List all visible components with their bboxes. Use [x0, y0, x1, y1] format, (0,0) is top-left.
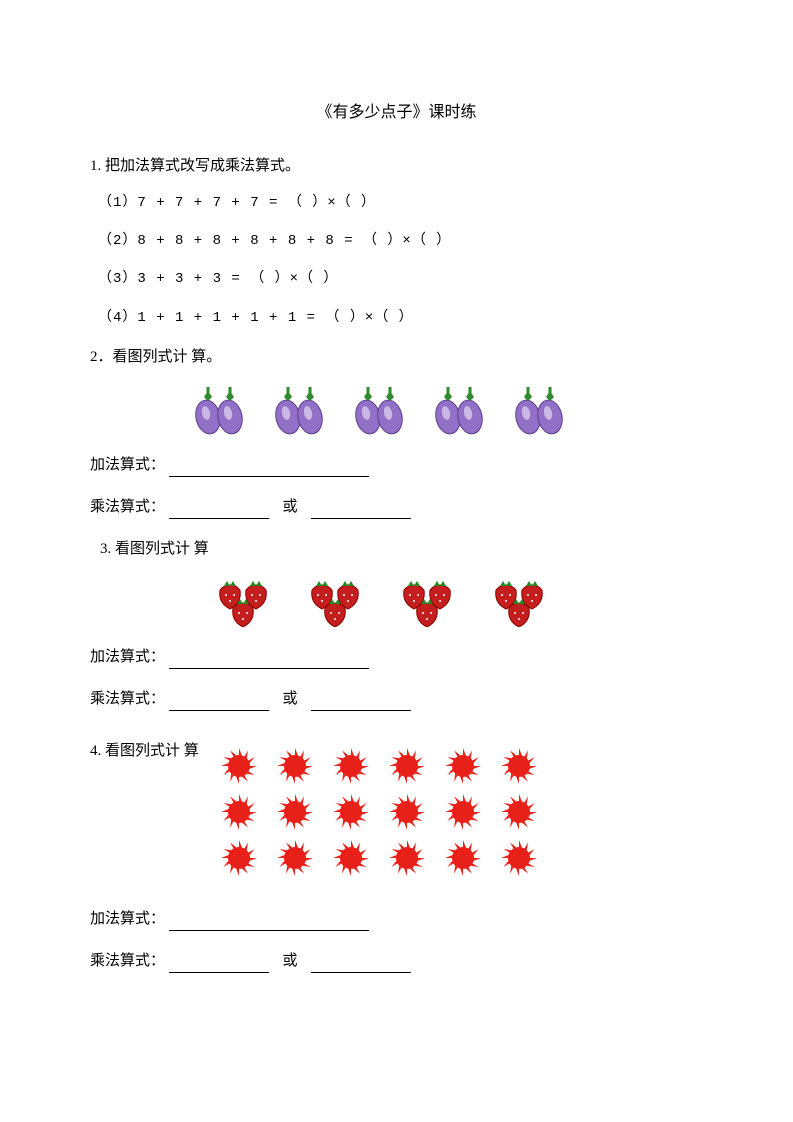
question-1: 1. 把加法算式改写成乘法算式。 （1）7 + 7 + 7 + 7 = （ ）×…: [90, 154, 703, 330]
sun-icon: [388, 747, 426, 785]
sun-icon: [388, 793, 426, 831]
question-4: 4. 看图列式计 算 加法算式： 乘法算式：: [90, 731, 703, 973]
sun-icon: [500, 793, 538, 831]
question-3: 3. 看图列式计 算: [90, 537, 703, 711]
q4-heading: 4. 看图列式计 算: [90, 739, 210, 763]
eggplant-pair-icon: [350, 383, 410, 435]
q1-heading: 1. 把加法算式改写成乘法算式。: [90, 154, 703, 178]
sun-icon: [444, 839, 482, 877]
strawberry-group-icon: [210, 575, 278, 627]
eggplant-pair-icon: [190, 383, 250, 435]
sun-icon: [220, 793, 258, 831]
sun-icon: [500, 747, 538, 785]
addition-label: 加法算式：: [90, 457, 165, 473]
eggplant-row: [190, 383, 703, 435]
q4-mult-line: 乘法算式： 或: [90, 949, 703, 973]
sun-icon: [444, 747, 482, 785]
strawberry-group-icon: [394, 575, 462, 627]
sun-icon: [276, 793, 314, 831]
sun-icon: [332, 747, 370, 785]
blank: [169, 461, 369, 477]
sun-icon: [500, 839, 538, 877]
q2-heading: 2．看图列式计 算。: [90, 345, 703, 369]
eggplant-pair-icon: [510, 383, 570, 435]
question-2: 2．看图列式计 算。: [90, 345, 703, 519]
page-title: 《有多少点子》课时练: [90, 100, 703, 126]
blank: [169, 503, 269, 519]
blank: [311, 503, 411, 519]
sun-grid: [220, 747, 703, 877]
or-text: 或: [283, 499, 298, 515]
blank: [169, 915, 369, 931]
q3-addition-line: 加法算式：: [90, 645, 703, 669]
sun-icon: [444, 793, 482, 831]
q1-item-1: （1）7 + 7 + 7 + 7 = （ ）×（ ）: [98, 192, 703, 214]
or-text: 或: [283, 953, 298, 969]
addition-label: 加法算式：: [90, 649, 165, 665]
q1-item-3: （3）3 + 3 + 3 = （ ）×（ ）: [98, 268, 703, 290]
sun-icon: [388, 839, 426, 877]
sun-icon: [220, 747, 258, 785]
blank: [311, 695, 411, 711]
q3-mult-line: 乘法算式： 或: [90, 687, 703, 711]
strawberry-group-icon: [302, 575, 370, 627]
sun-icon: [220, 839, 258, 877]
mult-label: 乘法算式：: [90, 691, 165, 707]
sun-row: [220, 839, 703, 877]
eggplant-pair-icon: [270, 383, 330, 435]
sun-icon: [332, 793, 370, 831]
strawberry-group-icon: [486, 575, 554, 627]
mult-label: 乘法算式：: [90, 499, 165, 515]
mult-label: 乘法算式：: [90, 953, 165, 969]
q4-addition-line: 加法算式：: [90, 907, 703, 931]
strawberry-row: [210, 575, 703, 627]
eggplant-pair-icon: [430, 383, 490, 435]
q2-addition-line: 加法算式：: [90, 453, 703, 477]
addition-label: 加法算式：: [90, 911, 165, 927]
sun-row: [220, 747, 703, 785]
sun-icon: [332, 839, 370, 877]
blank: [169, 695, 269, 711]
q2-mult-line: 乘法算式： 或: [90, 495, 703, 519]
sun-row: [220, 793, 703, 831]
blank: [169, 957, 269, 973]
blank: [169, 653, 369, 669]
or-text: 或: [283, 691, 298, 707]
q1-item-2: （2）8 + 8 + 8 + 8 + 8 + 8 = （ ）×（ ）: [98, 230, 703, 252]
q1-item-4: （4）1 + 1 + 1 + 1 + 1 = （ ）×（ ）: [98, 307, 703, 329]
q3-heading: 3. 看图列式计 算: [100, 537, 703, 561]
sun-icon: [276, 747, 314, 785]
sun-icon: [276, 839, 314, 877]
blank: [311, 957, 411, 973]
